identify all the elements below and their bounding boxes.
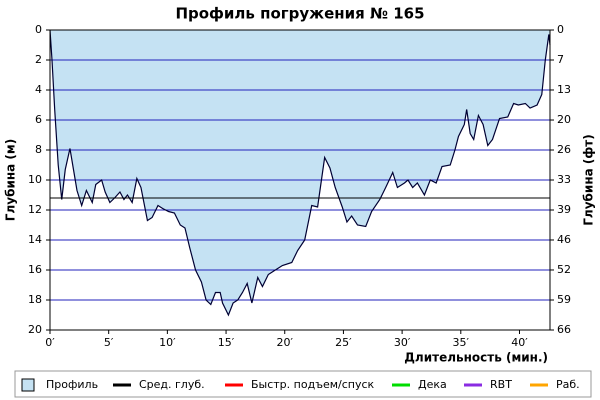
y2-axis-title: Глубина (фт) — [582, 134, 596, 225]
y2-tick-label: 7 — [557, 53, 564, 66]
legend-label: Дека — [418, 378, 447, 391]
y2-tick-label: 46 — [557, 233, 571, 246]
y2-tick-label: 13 — [557, 83, 571, 96]
profile-area — [50, 30, 550, 315]
x-tick-label: 40′ — [511, 336, 528, 349]
x-tick-label: 35′ — [453, 336, 470, 349]
y-tick-label: 8 — [35, 143, 42, 156]
y2-tick-label: 52 — [557, 263, 571, 276]
y-tick-label: 10 — [28, 173, 42, 186]
y-tick-label: 12 — [28, 203, 42, 216]
y-tick-label: 4 — [35, 83, 42, 96]
y-tick-label: 0 — [35, 23, 42, 36]
y2-tick-label: 39 — [557, 203, 571, 216]
legend-label: Сред. глуб. — [139, 378, 205, 391]
y2-tick-label: 0 — [557, 23, 564, 36]
y2-tick-label: 59 — [557, 293, 571, 306]
plot-frame — [49, 29, 551, 331]
y-tick-label: 18 — [28, 293, 42, 306]
y2-tick-label: 20 — [557, 113, 571, 126]
y2-tick-label: 26 — [557, 143, 571, 156]
x-tick-label: 25′ — [335, 336, 352, 349]
legend-swatch — [21, 378, 35, 392]
y-tick-label: 20 — [28, 323, 42, 336]
legend-label: Профиль — [46, 378, 98, 391]
chart-title: Профиль погружения № 165 — [175, 5, 424, 23]
y-tick-label: 14 — [28, 233, 42, 246]
x-axis-title: Длительность (мин.) — [404, 351, 548, 365]
x-tick-label: 20′ — [276, 336, 293, 349]
profile-line — [49, 29, 551, 317]
y-tick-label: 6 — [35, 113, 42, 126]
x-tick-label: 15′ — [218, 336, 235, 349]
y2-tick-label: 66 — [557, 323, 571, 336]
legend-label: Быстр. подъем/спуск — [251, 378, 375, 391]
x-tick-label: 10′ — [159, 336, 176, 349]
y-tick-label: 16 — [28, 263, 42, 276]
legend-label: Раб. — [556, 378, 580, 391]
x-tick-label: 30′ — [394, 336, 411, 349]
x-tick-label: 0′ — [45, 336, 55, 349]
y-tick-label: 2 — [35, 53, 42, 66]
y2-tick-label: 33 — [557, 173, 571, 186]
legend-label: RBT — [490, 378, 512, 391]
x-tick-label: 5′ — [104, 336, 114, 349]
y-axis-title: Глубина (м) — [4, 139, 18, 221]
legend-box — [14, 370, 592, 398]
